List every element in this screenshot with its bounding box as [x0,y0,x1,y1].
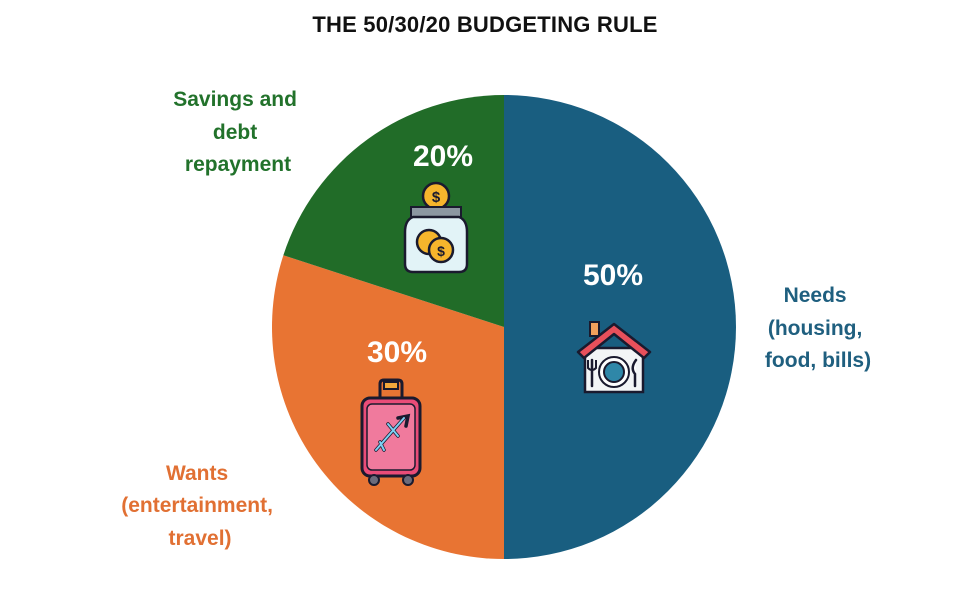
savings-label-line-3: repayment [185,153,291,176]
wants-label-line-2: (entertainment, [121,494,273,517]
needs-label-line-2: (housing, [768,317,862,340]
needs-label-line-1: Needs [784,284,847,307]
needs-percent-label: 50% [583,259,643,292]
wants-label-line-3: travel) [168,527,231,550]
house-dining-icon [576,321,652,394]
svg-text:$: $ [432,189,441,206]
wants-percent-label: 30% [367,336,427,369]
savings-category-label: Savings and debt repayment [173,88,303,176]
needs-label-line-3: food, bills) [765,349,871,372]
savings-label-line-2: debt [213,121,257,144]
savings-label-line-1: Savings and [173,88,297,111]
savings-percent-label: 20% [413,140,473,173]
chart-title: THE 50/30/20 BUDGETING RULE [312,12,658,37]
coin-jar-icon: $ $ [403,181,469,274]
svg-text:$: $ [437,243,445,259]
needs-category-label: Needs (housing, food, bills) [765,284,871,372]
pie-slices [272,95,736,560]
luggage-airplane-icon [360,378,422,486]
wants-category-label: Wants (entertainment, travel) [121,462,279,550]
pie-slice-needs [504,95,736,559]
wants-label-line-1: Wants [166,462,228,485]
